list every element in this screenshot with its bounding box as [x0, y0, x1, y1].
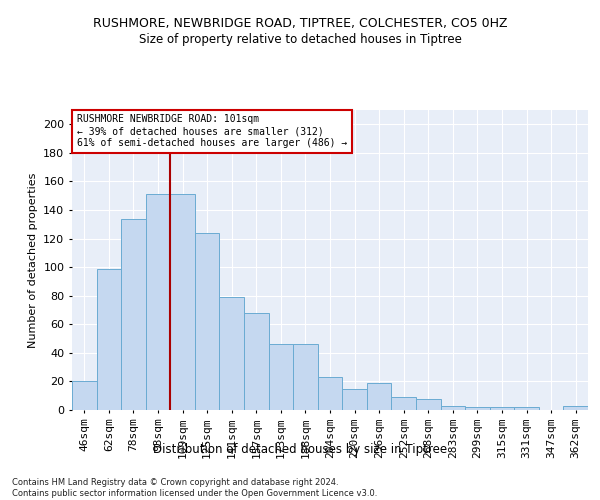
Bar — [170, 194, 195, 410]
Bar — [195, 233, 220, 410]
Text: Distribution of detached houses by size in Tiptree: Distribution of detached houses by size … — [153, 442, 447, 456]
Bar — [514, 407, 539, 410]
Bar — [342, 388, 367, 410]
Bar — [465, 407, 490, 410]
Text: RUSHMORE, NEWBRIDGE ROAD, TIPTREE, COLCHESTER, CO5 0HZ: RUSHMORE, NEWBRIDGE ROAD, TIPTREE, COLCH… — [93, 18, 507, 30]
Bar — [121, 218, 146, 410]
Y-axis label: Number of detached properties: Number of detached properties — [28, 172, 38, 348]
Bar — [72, 382, 97, 410]
Bar — [220, 297, 244, 410]
Bar — [490, 407, 514, 410]
Bar — [416, 398, 440, 410]
Bar — [269, 344, 293, 410]
Bar — [563, 406, 588, 410]
Bar — [97, 268, 121, 410]
Bar — [318, 377, 342, 410]
Bar — [244, 313, 269, 410]
Bar — [367, 383, 391, 410]
Text: RUSHMORE NEWBRIDGE ROAD: 101sqm
← 39% of detached houses are smaller (312)
61% o: RUSHMORE NEWBRIDGE ROAD: 101sqm ← 39% of… — [77, 114, 347, 148]
Text: Size of property relative to detached houses in Tiptree: Size of property relative to detached ho… — [139, 32, 461, 46]
Bar — [391, 397, 416, 410]
Bar — [440, 406, 465, 410]
Bar — [293, 344, 318, 410]
Text: Contains HM Land Registry data © Crown copyright and database right 2024.
Contai: Contains HM Land Registry data © Crown c… — [12, 478, 377, 498]
Bar — [146, 194, 170, 410]
